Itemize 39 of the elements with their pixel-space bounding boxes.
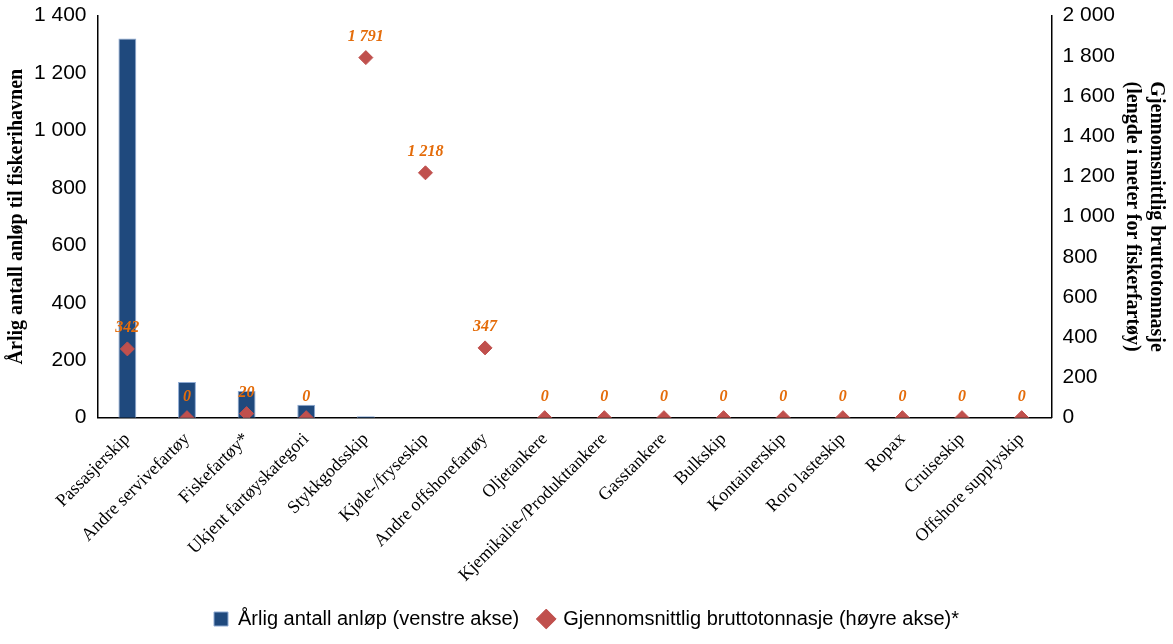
y2-tick-label: 0: [1062, 404, 1075, 428]
y-tick-label: 800: [51, 174, 87, 198]
data-label: 0: [958, 386, 967, 404]
y-tick-label: 1 400: [33, 2, 87, 26]
data-label: 0: [540, 386, 549, 404]
y2-tick-label: 800: [1062, 243, 1098, 267]
data-label: 0: [898, 386, 907, 404]
legend-label: Årlig antall anløp (venstre akse): [238, 606, 520, 629]
y2-tick-label: 400: [1062, 324, 1098, 348]
y-tick-label: 600: [51, 232, 87, 256]
y2-tick-label: 600: [1062, 283, 1098, 307]
data-label: 0: [1017, 386, 1026, 404]
legend-label: Gjennomsnittlig bruttotonnasje (høyre akse)*: [563, 606, 960, 629]
y-tick-label: 200: [51, 347, 87, 371]
data-label: 0: [838, 386, 847, 404]
y2-tick-label: 1 600: [1062, 82, 1116, 106]
y-tick-label: 1 200: [33, 59, 87, 83]
data-label: 0: [719, 386, 728, 404]
y2-tick-label: 200: [1062, 364, 1098, 388]
y-tick-label: 400: [51, 289, 87, 313]
point: [417, 165, 433, 181]
data-label: 0: [182, 386, 191, 404]
data-label: 0: [779, 386, 788, 404]
y-tick-label: 1 000: [33, 117, 87, 141]
y2-tick-label: 1 200: [1062, 163, 1116, 187]
y-tick-label: 0: [74, 404, 87, 428]
y2-tick-label: 1 800: [1062, 42, 1116, 66]
data-label: 0: [600, 386, 609, 404]
data-label: 1 791: [347, 26, 384, 44]
point: [358, 50, 374, 66]
y2-tick-label: 2 000: [1062, 2, 1116, 26]
y2-tick-label: 1 400: [1062, 123, 1116, 147]
y2-tick-label: 1 000: [1062, 203, 1116, 227]
data-label: 0: [302, 386, 311, 404]
data-label: 347: [472, 317, 499, 335]
y-axis-title: Årlig antall anløp til fiskerihavnen: [4, 68, 28, 365]
data-label: 0: [659, 386, 668, 404]
data-label: 1 218: [407, 141, 444, 159]
y2-axis-title: Gjennomsnittlig bruttotonnasje (lengde i meter for fiskerfartøy): [1121, 81, 1169, 353]
